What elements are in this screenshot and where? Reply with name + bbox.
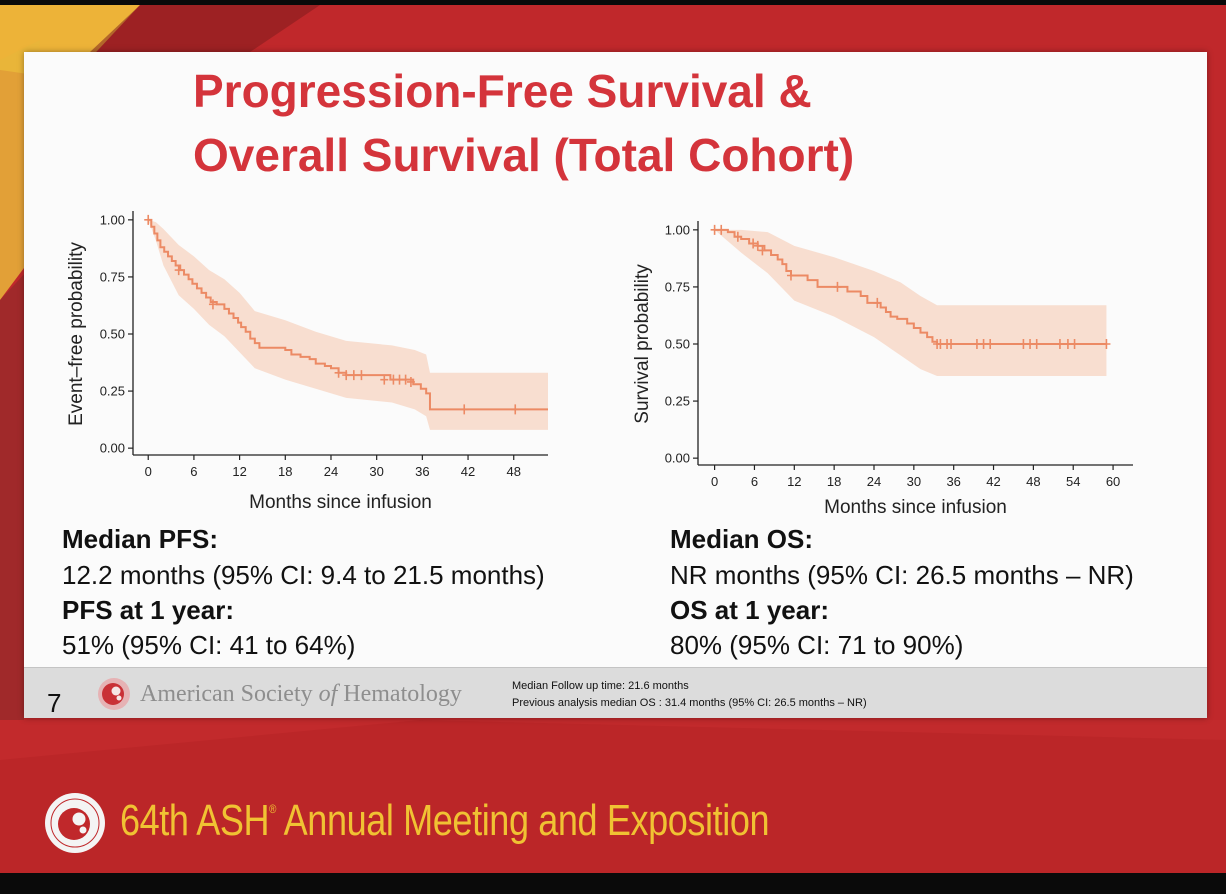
slide-title-line-2: Overall Survival (Total Cohort) [193,129,855,181]
os-1yr-value: 80% (95% CI: 71 to 90%) [670,630,964,660]
os-censor-mark [753,240,762,251]
pfs-x-tick-label: 24 [324,464,338,479]
pfs-1yr-value: 51% (95% CI: 41 to 64%) [62,630,356,660]
pfs-x-tick-label: 36 [415,464,429,479]
follow-up-note: Median Follow up time: 21.6 months [512,680,689,692]
slide-title-line-1: Progression-Free Survival & [193,65,812,117]
org-name-of: of [318,681,338,707]
os-censor-mark [1102,339,1111,349]
os-censor-mark [1055,339,1064,349]
pfs-y-axis-title: Event–free probability [66,242,87,426]
pfs-censor-mark [401,374,410,385]
pfs-censor-mark [144,214,153,225]
pfs-censor-mark [380,374,389,385]
median-os-value: NR months (95% CI: 26.5 months – NR) [670,560,1134,590]
ash-logo-icon [98,678,130,710]
os-confidence-band [714,229,1107,376]
pfs-y-tick-label: 1.00 [100,212,125,227]
median-pfs-value: 12.2 months (95% CI: 9.4 to 21.5 months) [62,560,545,590]
pfs-y-tick-label: 0.00 [100,441,125,456]
pfs-x-axis-title: Months since infusion [249,492,432,513]
pfs-y-tick-label: 0.25 [100,384,125,399]
os-x-tick-label: 42 [986,474,1000,489]
os-censor-mark [873,297,882,308]
os-chart: 0 6 12 18 24 30 36 42 48 54 60 0.00 0.25 0.50 0.75 1.00… [632,221,1133,518]
os-x-tick-label: 54 [1066,474,1080,489]
pfs-x-tick-label: 6 [190,464,197,479]
meeting-title: 64th ASH® Annual Meeting and Exposition [120,796,770,846]
os-plot-area: 0 6 12 18 24 30 36 42 48 54 60 0.00 0.25 0.50 0.75 1.00… [632,221,1133,518]
os-y-tick-label: 0.75 [665,279,690,294]
os-y-tick-label: 1.00 [665,222,690,237]
os-x-tick-label: 60 [1106,474,1120,489]
os-x-tick-label: 0 [711,474,718,489]
pfs-chart: 0 6 12 18 24 30 36 42 48 0.00 0.25 0.50 0.75 1.00 Mont… [66,211,548,513]
os-y-axis-title: Survival probability [632,264,653,424]
os-censor-mark [749,238,758,249]
pfs-censor-mark [349,370,358,381]
os-y-tick-label: 0.25 [665,394,690,409]
pfs-censor-mark [460,404,469,415]
os-x-tick-label: 24 [867,474,881,489]
pfs-y-tick-label: 0.50 [100,327,125,342]
pfs-censor-mark [174,265,183,276]
meeting-title-prefix: 64th ASH [120,796,270,845]
pfs-x-tick-label: 42 [461,464,475,479]
pfs-censor-mark [406,376,415,387]
org-name-prefix: American Society [140,681,319,707]
pfs-censor-mark [342,370,351,381]
pfs-x-tick-label: 30 [369,464,383,479]
org-name-suffix: Hematology [337,681,462,707]
os-x-tick-label: 18 [827,474,841,489]
os-censor-mark [717,224,726,235]
ash-meeting-seal-icon [45,793,105,853]
page-number: 7 [47,688,62,718]
pfs-x-tick-label: 0 [145,464,152,479]
os-censor-mark [733,231,742,242]
pfs-censor-mark [357,370,366,381]
slide-footer: 7 American Society of Hematology Median … [24,667,1207,718]
meeting-title-suffix: Annual Meeting and Exposition [276,796,770,845]
previous-analysis-note: Previous analysis median OS : 31.4 month… [512,697,867,709]
pfs-plot-area: 0 6 12 18 24 30 36 42 48 0.00 0.25 0.50 0.75 1.00 Mont… [66,211,548,513]
pfs-x-tick-label: 48 [506,464,520,479]
os-censor-mark [786,270,795,281]
ash-organization-name: American Society of Hematology [140,681,462,708]
pfs-y-tick-label: 0.75 [100,269,125,284]
pfs-censor-mark [208,299,217,310]
os-censor-mark [947,339,956,349]
os-1yr-label: OS at 1 year: [670,595,829,625]
os-y-tick-label: 0.00 [665,451,690,466]
os-censor-mark [1032,339,1041,349]
os-x-tick-label: 12 [787,474,801,489]
pfs-confidence-band [148,219,548,430]
pfs-x-tick-label: 18 [278,464,292,479]
os-x-tick-label: 48 [1026,474,1040,489]
median-os-label: Median OS: [670,524,814,554]
os-censor-mark [758,245,767,256]
os-x-axis-title: Months since infusion [824,497,1007,518]
pfs-1yr-label: PFS at 1 year: [62,595,234,625]
pfs-x-tick-label: 12 [232,464,246,479]
os-x-tick-label: 36 [946,474,960,489]
pfs-censor-mark [511,404,520,415]
os-y-tick-label: 0.50 [665,337,690,352]
os-censor-mark [833,281,842,292]
os-x-tick-label: 30 [907,474,921,489]
pfs-censor-mark [334,367,343,378]
slide [24,52,1207,718]
median-pfs-label: Median PFS: [62,524,219,554]
os-x-tick-label: 6 [751,474,758,489]
os-censor-mark [986,339,995,349]
registered-mark: ® [269,802,277,816]
os-censor-mark [1070,339,1079,349]
